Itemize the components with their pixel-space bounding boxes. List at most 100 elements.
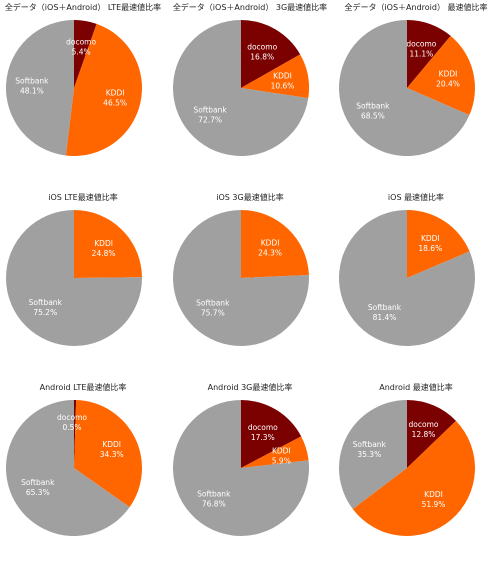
slice-name-label: KDDI bbox=[272, 447, 291, 456]
pie-slice-docomo bbox=[241, 400, 302, 468]
slice-name-label: docomo bbox=[406, 39, 436, 48]
pie-chart: iOS 3G最速値比率 KDDI 24.3% Softbank 75.7% bbox=[167, 190, 333, 372]
slice-name-label: KDDI bbox=[439, 69, 458, 78]
slice-value-label: 72.7% bbox=[198, 116, 222, 125]
slice-value-label: 0.5% bbox=[62, 423, 81, 432]
slice-name-label: Softbank bbox=[21, 478, 55, 487]
slice-name-label: KDDI bbox=[424, 490, 443, 499]
slice-name-label: KDDI bbox=[273, 71, 292, 80]
slice-name-label: Softbank bbox=[356, 101, 390, 110]
slice-value-label: 34.3% bbox=[100, 450, 124, 459]
pie-slice-kddi bbox=[407, 35, 476, 116]
slice-value-label: 76.8% bbox=[202, 499, 226, 508]
pie-slice-softbank bbox=[5, 19, 74, 156]
slice-value-label: 17.3% bbox=[251, 433, 275, 442]
chart-title: iOS 最速値比率 bbox=[387, 193, 445, 202]
chart-title: Android LTE最速値比率 bbox=[39, 383, 127, 392]
chart-title: Android 3G最速値比率 bbox=[207, 383, 293, 392]
chart-title: 全データ（iOS＋Android） 3G最速値比率 bbox=[172, 3, 328, 12]
pie-slice-softbank bbox=[173, 20, 309, 156]
slice-value-label: 81.4% bbox=[373, 313, 397, 322]
pie-chart: Android 最速値比率 docomo 12.8% KDDI 51.9% Softban… bbox=[333, 380, 499, 562]
slice-name-label: Softbank bbox=[197, 489, 231, 498]
slice-name-label: Softbank bbox=[29, 298, 63, 307]
pie-slice-kddi bbox=[74, 400, 143, 508]
slice-name-label: docomo bbox=[247, 43, 277, 52]
slice-value-label: 20.4% bbox=[436, 79, 460, 88]
pie-slice-kddi bbox=[352, 420, 475, 536]
slice-value-label: 75.7% bbox=[201, 309, 225, 318]
slice-name-label: Softbank bbox=[193, 106, 227, 115]
pie-slice-kddi bbox=[74, 210, 142, 278]
pie-chart: 全データ（iOS＋Android） 3G最速値比率 docomo 16.8% KDDI… bbox=[167, 0, 333, 182]
slice-name-label: Softbank bbox=[368, 303, 402, 312]
pie-slice-softbank bbox=[339, 210, 476, 346]
slice-value-label: 48.1% bbox=[20, 87, 44, 96]
slice-name-label: KDDI bbox=[102, 440, 121, 449]
slice-value-label: 18.6% bbox=[418, 244, 442, 253]
slice-name-label: Softbank bbox=[15, 77, 49, 86]
slice-value-label: 10.6% bbox=[271, 81, 295, 90]
slice-name-label: docomo bbox=[248, 423, 278, 432]
pie-slice-kddi bbox=[241, 436, 309, 468]
slice-name-label: docomo bbox=[66, 37, 96, 46]
slice-value-label: 5.9% bbox=[272, 457, 291, 466]
pie-slice-softbank bbox=[172, 210, 309, 346]
pie-slice-kddi bbox=[65, 23, 143, 157]
pie-chart: 全データ（iOS＋Android） 最速値比率 docomo 11.1% KDDI 20… bbox=[333, 0, 499, 182]
slice-name-label: docomo bbox=[57, 413, 87, 422]
pie-chart: iOS LTE最速値比率 KDDI 24.8% Softbank 75.2% bbox=[0, 190, 166, 372]
slice-value-label: 35.3% bbox=[357, 450, 381, 459]
slice-value-label: 68.5% bbox=[361, 111, 385, 120]
pie-slice-softbank bbox=[5, 209, 142, 346]
slice-name-label: Softbank bbox=[353, 440, 387, 449]
pie-chart: Android 3G最速値比率 docomo 17.3% KDDI 5.9% Softba… bbox=[167, 380, 333, 562]
slice-value-label: 5.4% bbox=[72, 47, 91, 56]
slice-name-label: docomo bbox=[409, 420, 439, 429]
slice-value-label: 51.9% bbox=[422, 500, 446, 509]
slice-value-label: 24.3% bbox=[258, 249, 282, 258]
chart-title: 全データ（iOS＋Android） LTE最速値比率 bbox=[4, 3, 162, 12]
slice-value-label: 75.2% bbox=[33, 308, 57, 317]
slice-name-label: KDDI bbox=[421, 234, 440, 243]
pie-chart: 全データ（iOS＋Android） LTE最速値比率 docomo 5.4% KDDI… bbox=[0, 0, 166, 182]
slice-value-label: 46.5% bbox=[103, 99, 127, 108]
slice-name-label: Softbank bbox=[196, 299, 230, 308]
slice-name-label: KDDI bbox=[106, 89, 125, 98]
slice-name-label: KDDI bbox=[261, 239, 280, 248]
pie-chart-grid: 全データ（iOS＋Android） LTE最速値比率 docomo 5.4% KDDI… bbox=[0, 0, 499, 536]
chart-title: iOS 3G最速値比率 bbox=[216, 193, 284, 202]
slice-name-label: KDDI bbox=[94, 239, 113, 248]
pie-slice-docomo bbox=[74, 399, 77, 468]
chart-title: 全データ（iOS＋Android） 最速値比率 bbox=[344, 3, 488, 12]
pie-slice-softbank bbox=[173, 400, 310, 536]
slice-value-label: 16.8% bbox=[250, 53, 274, 62]
pie-slice-docomo bbox=[407, 400, 456, 468]
pie-slice-docomo bbox=[74, 20, 97, 88]
pie-slice-softbank bbox=[339, 20, 470, 156]
pie-slice-docomo bbox=[407, 20, 451, 88]
chart-title: Android 最速値比率 bbox=[379, 383, 453, 392]
slice-value-label: 24.8% bbox=[92, 249, 116, 258]
pie-slice-docomo bbox=[241, 20, 301, 88]
slice-value-label: 11.1% bbox=[409, 49, 433, 58]
pie-slice-kddi bbox=[407, 210, 470, 278]
pie-slice-softbank bbox=[6, 400, 130, 536]
slice-value-label: 12.8% bbox=[412, 430, 436, 439]
slice-value-label: 65.3% bbox=[26, 488, 50, 497]
pie-slice-kddi bbox=[241, 54, 310, 99]
pie-chart: Android LTE最速値比率 docomo 0.5% KDDI 34.3% Softb… bbox=[0, 380, 166, 562]
pie-chart: iOS 最速値比率 KDDI 18.6% Softbank 81.4% bbox=[333, 190, 499, 372]
chart-title: iOS LTE最速値比率 bbox=[48, 193, 118, 202]
pie-slice-softbank bbox=[338, 400, 407, 509]
pie-slice-kddi bbox=[241, 210, 309, 278]
